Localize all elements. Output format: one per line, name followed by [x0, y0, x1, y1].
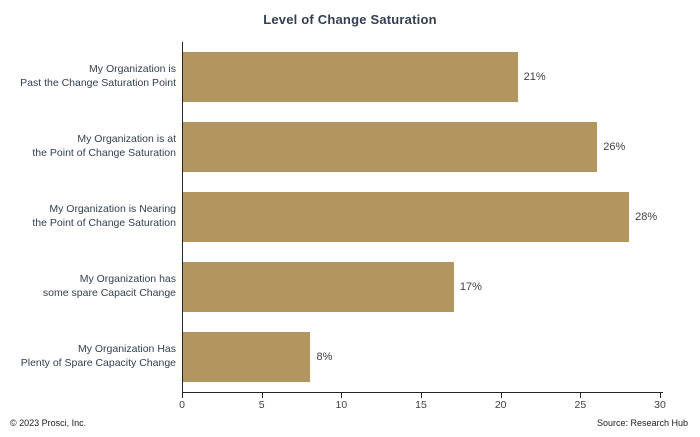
x-tick-mark	[421, 392, 422, 398]
value-label: 17%	[459, 281, 482, 293]
category-label: My Organization is Nearing the Point of C…	[0, 182, 176, 252]
x-tick-label: 5	[258, 399, 265, 411]
category-label: My Organization Has Plenty of Spare Capac…	[0, 322, 176, 392]
x-tick-label: 30	[654, 399, 666, 411]
value-label: 28%	[635, 211, 658, 223]
x-tick-mark	[261, 392, 263, 398]
value-label: 21%	[523, 71, 546, 83]
x-tick-label: 25	[574, 399, 587, 411]
x-tick-mark	[580, 392, 582, 398]
bar-row: My Organization is at the Point of Change…	[0, 112, 700, 182]
bar-row: My Organization is Past the Change Satura…	[0, 42, 700, 112]
category-label-line1: My Organization is	[89, 63, 176, 76]
x-tick-mark	[341, 392, 343, 398]
bar	[183, 52, 518, 102]
x-tick-label: 20	[494, 399, 507, 411]
copyright-text: © 2023 Prosci, Inc.	[10, 418, 87, 428]
category-label-line1: My Organization has	[79, 273, 176, 286]
category-label-line1: My Organization is at	[77, 133, 176, 146]
x-tick-label: 0	[179, 399, 185, 411]
bar-row: My Organization is Nearing the Point of C…	[0, 182, 700, 252]
category-label: My Organization is at the Point of Change…	[0, 112, 176, 182]
x-axis-line	[182, 392, 663, 393]
x-tick-label: 15	[415, 399, 427, 411]
category-label-line2: some spare Capacit Change	[42, 287, 176, 299]
bar-row: My Organization Has Plenty of Spare Capac…	[0, 322, 700, 392]
x-tick-label: 10	[335, 399, 348, 411]
category-label-line2: the Point of Change Saturation	[32, 217, 176, 229]
bar-row: My Organization has some spare Capacit Ch…	[0, 252, 700, 322]
category-label-line1: My Organization Has	[77, 343, 176, 356]
category-label: My Organization has some spare Capacit Ch…	[0, 252, 176, 322]
bar	[183, 262, 454, 312]
category-label: My Organization is Past the Change Satura…	[0, 42, 176, 112]
bar	[183, 122, 598, 172]
category-label-line2: Plenty of Spare Capacity Change	[20, 357, 176, 369]
x-tick-mark	[500, 392, 502, 398]
category-label-line2: Past the Change Saturation Point	[20, 77, 176, 89]
value-label: 26%	[603, 141, 626, 153]
chart-title: Level of Change Saturation	[263, 12, 437, 27]
value-label: 8%	[316, 351, 333, 363]
category-label-line1: My Organization is Nearing	[49, 203, 176, 216]
category-label-line2: the Point of Change Saturation	[32, 147, 176, 159]
bar	[183, 332, 311, 382]
source-text: Source: Research Hub	[596, 418, 688, 428]
bar	[183, 192, 630, 242]
x-tick-mark	[660, 392, 661, 398]
y-axis-line	[182, 42, 183, 393]
x-tick-mark	[182, 392, 183, 398]
